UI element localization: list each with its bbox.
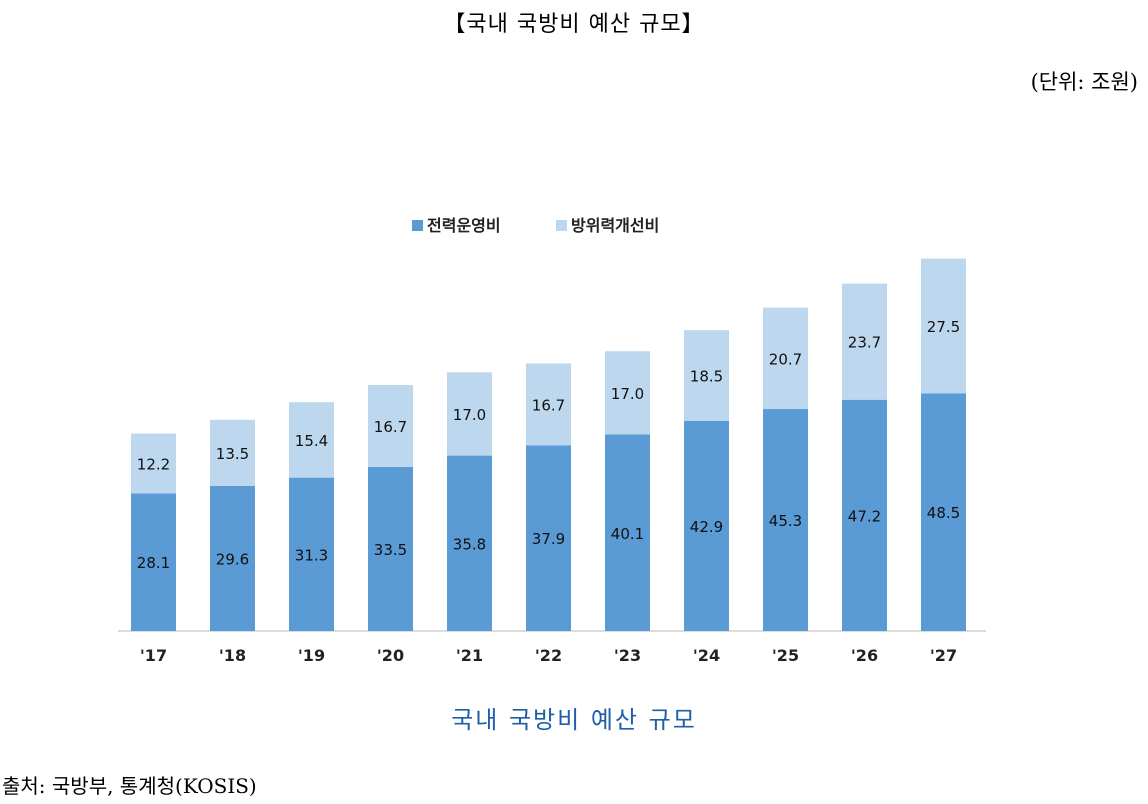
legend-swatch: [556, 220, 567, 231]
data-label: 13.5: [216, 445, 249, 463]
x-tick-label: '19: [298, 646, 325, 665]
x-tick-label: '24: [693, 646, 720, 665]
x-tick-label: '23: [614, 646, 641, 665]
data-label: 35.8: [453, 535, 486, 553]
data-label: 27.5: [927, 318, 960, 336]
x-tick-label: '22: [535, 646, 562, 665]
page-title: 【국내 국방비 예산 규모】: [443, 12, 705, 37]
stacked-bar-chart: 전력운영비 방위력개선비 28.1 12.2 '17 29.6 13.5 '18 31.3 15.…: [118, 216, 986, 665]
bar-segment-operating: [842, 399, 887, 631]
bar-segment-operating: [210, 485, 255, 631]
x-tick-label: '18: [219, 646, 246, 665]
data-label: 17.0: [453, 406, 486, 424]
bar-segment-operating: [131, 493, 176, 631]
data-label: 42.9: [690, 518, 723, 536]
bar-segment-improvement: [526, 363, 571, 446]
data-label: 15.4: [295, 432, 328, 450]
data-label: 47.2: [848, 507, 881, 525]
data-label: 16.7: [374, 418, 407, 436]
bar-segment-operating: [289, 477, 334, 631]
bar-segment-improvement: [131, 433, 176, 494]
x-tick-label: '21: [456, 646, 483, 665]
data-label: 40.1: [611, 525, 644, 543]
data-label: 48.5: [927, 504, 960, 522]
data-label: 23.7: [848, 334, 881, 352]
chart-caption: 국내 국방비 예산 규모: [451, 706, 697, 734]
data-label: 20.7: [769, 350, 802, 368]
data-label: 12.2: [137, 455, 170, 473]
data-label: 29.6: [216, 550, 249, 568]
data-label: 37.9: [532, 530, 565, 548]
bar-segment-operating: [684, 420, 729, 631]
data-label: 28.1: [137, 554, 170, 572]
data-label: 17.0: [611, 385, 644, 403]
bar-segment-improvement: [368, 385, 413, 467]
legend-swatch: [412, 220, 423, 231]
bar-segment-operating: [526, 445, 571, 631]
bar-segment-operating: [447, 455, 492, 631]
bar-segment-improvement: [684, 330, 729, 421]
bar-segment-operating: [368, 466, 413, 631]
x-tick-label: '25: [772, 646, 799, 665]
bar-segment-improvement: [763, 307, 808, 410]
unit-note: (단위: 조원): [1030, 70, 1138, 94]
data-label: 33.5: [374, 541, 407, 559]
source-note: 출처: 국방부, 통계청(KOSIS): [2, 774, 257, 798]
data-label: 45.3: [769, 512, 802, 530]
data-label: 16.7: [532, 396, 565, 414]
bar-segment-improvement: [289, 402, 334, 478]
x-tick-label: '26: [851, 646, 878, 665]
x-tick-label: '20: [377, 646, 404, 665]
legend-label: 방위력개선비: [571, 216, 659, 235]
bar-segment-improvement: [447, 372, 492, 456]
legend-label: 전력운영비: [427, 216, 501, 235]
data-label: 31.3: [295, 546, 328, 564]
bar-segment-improvement: [605, 351, 650, 435]
x-tick-label: '27: [930, 646, 957, 665]
bar-segment-improvement: [210, 419, 255, 486]
bar-segment-improvement: [842, 283, 887, 400]
x-tick-label: '17: [140, 646, 167, 665]
bar-segment-operating: [921, 393, 966, 631]
data-label: 18.5: [690, 367, 723, 385]
bar-segment-improvement: [921, 258, 966, 394]
bar-segment-operating: [605, 434, 650, 631]
bar-segment-operating: [763, 409, 808, 631]
